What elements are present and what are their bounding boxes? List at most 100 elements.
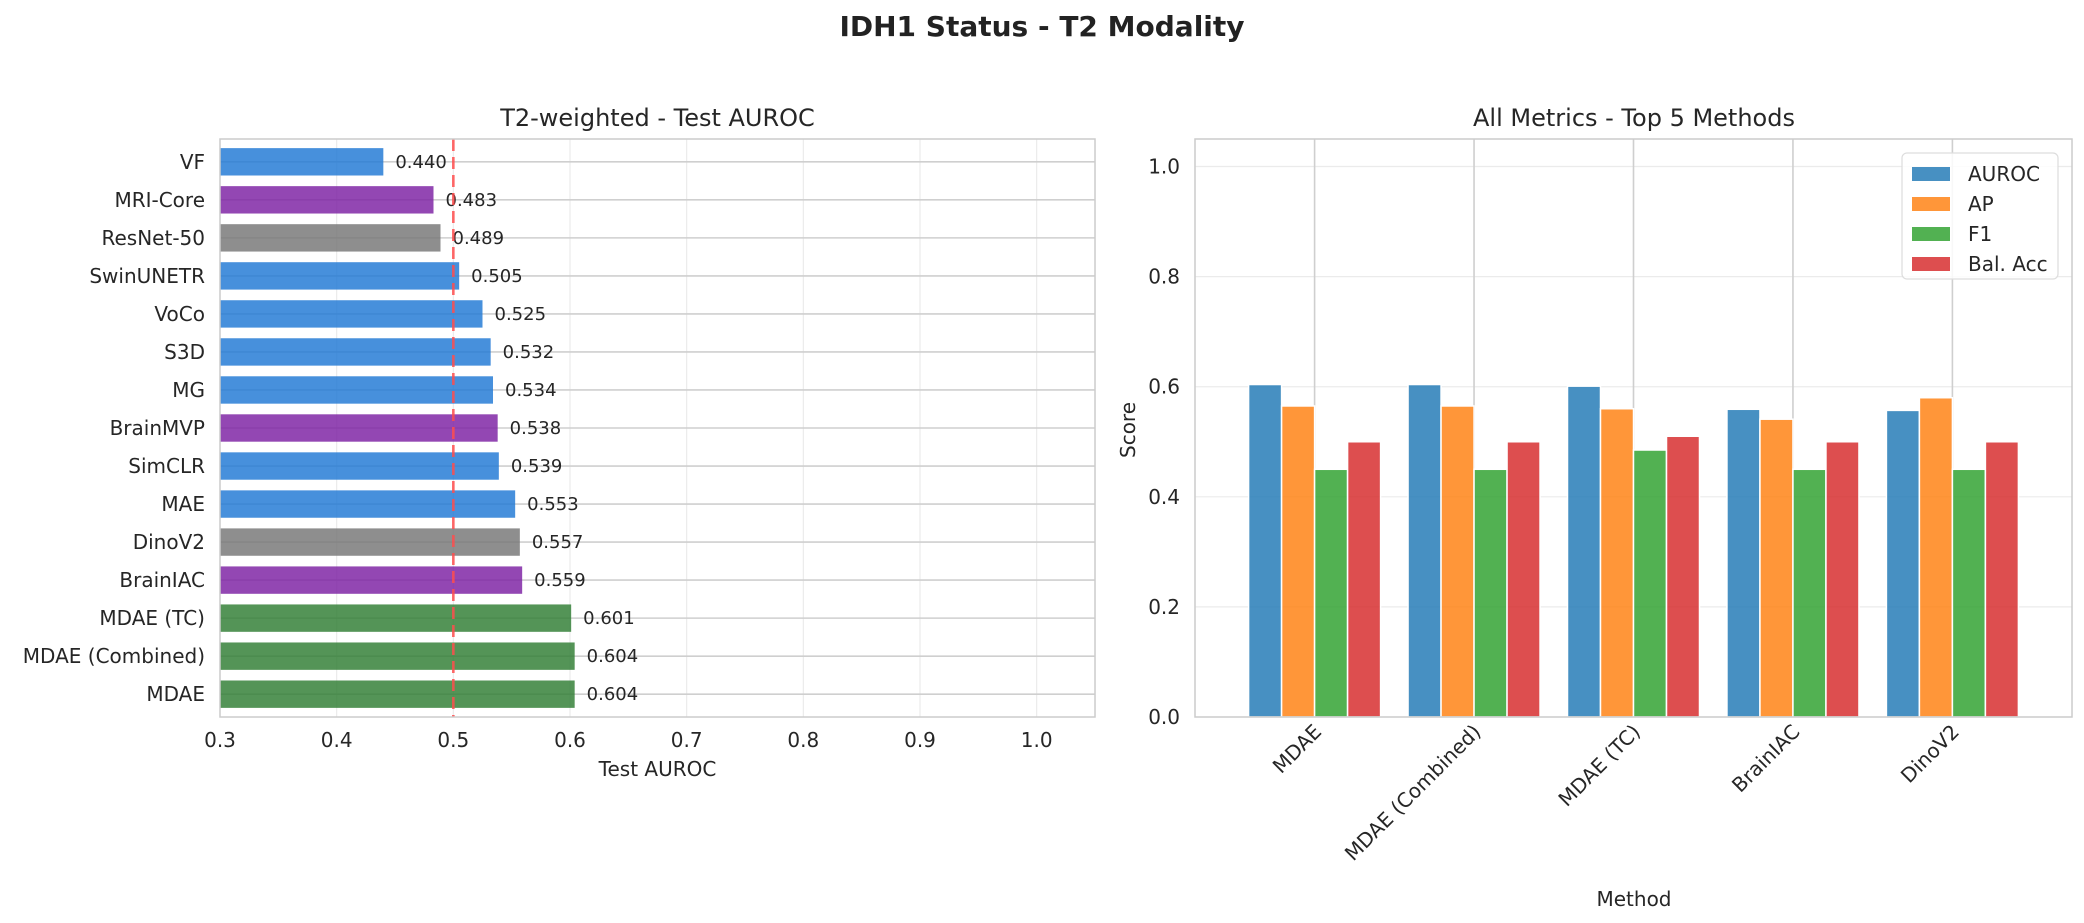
x-tick-label: 0.5 xyxy=(437,728,469,752)
y-tick-label: SimCLR xyxy=(128,454,205,478)
y-tick-label: VoCo xyxy=(154,302,205,326)
metric-bar xyxy=(1665,435,1701,718)
auroc-bar xyxy=(220,680,575,708)
y-tick-label: 0.4 xyxy=(1148,485,1180,509)
left-x-axis-label: Test AUROC xyxy=(598,757,717,781)
auroc-value-label: 0.440 xyxy=(395,152,447,173)
legend-label: F1 xyxy=(1968,222,1992,246)
y-tick-label: S3D xyxy=(164,340,205,364)
metric-bar xyxy=(1313,468,1349,718)
metric-bar xyxy=(1792,468,1827,718)
auroc-bar xyxy=(220,642,575,670)
y-tick-label: SwinUNETR xyxy=(89,264,205,288)
y-tick-label: MG xyxy=(172,378,205,402)
auroc-bar xyxy=(220,604,572,632)
auroc-value-label: 0.604 xyxy=(587,646,639,667)
auroc-bar xyxy=(220,224,441,252)
x-tick-label: MDAE (Combined) xyxy=(1340,720,1486,866)
metric-bar xyxy=(1346,441,1382,718)
x-tick-label: 0.3 xyxy=(204,728,236,752)
auroc-bar xyxy=(220,528,520,556)
auroc-bar xyxy=(220,262,460,290)
metric-bar xyxy=(1440,405,1475,718)
auroc-value-label: 0.538 xyxy=(510,418,562,439)
x-tick-label: BrainIAC xyxy=(1727,720,1805,798)
y-tick-label: BrainMVP xyxy=(110,416,205,440)
x-tick-label: MDAE (TC) xyxy=(1553,720,1645,812)
auroc-value-label: 0.539 xyxy=(511,456,563,477)
metric-bar xyxy=(1566,385,1602,718)
right-x-axis-label: Method xyxy=(1596,887,1671,911)
legend-swatch xyxy=(1912,197,1950,211)
y-tick-label: MRI-Core xyxy=(114,188,205,212)
y-tick-label: MDAE xyxy=(146,682,205,706)
auroc-bar xyxy=(220,300,483,328)
x-tick-label: 1.0 xyxy=(1021,728,1053,752)
metric-bar xyxy=(1951,468,1987,718)
right-axes-frame xyxy=(1194,138,2073,718)
figure-title: IDH1 Status - T2 Modality xyxy=(839,10,1244,43)
metric-bar xyxy=(1473,468,1508,718)
metric-bar xyxy=(1825,441,1860,718)
auroc-bar xyxy=(220,490,516,518)
left-axes-border xyxy=(219,138,1096,718)
auroc-value-label: 0.559 xyxy=(534,570,586,591)
metric-bar xyxy=(1247,383,1283,718)
auroc-bar xyxy=(220,148,384,176)
auroc-bar xyxy=(220,566,523,594)
x-tick-label: 0.7 xyxy=(671,728,703,752)
right-y-axis-label: Score xyxy=(1116,402,1140,458)
right-chart-title: All Metrics - Top 5 Methods xyxy=(1473,104,1795,132)
legend-label: AP xyxy=(1968,192,1994,216)
left-axes-frame xyxy=(219,138,1096,718)
left-bars: 0.440 0.483 0.489 0.505 0.525 0.532 0.534 0.538… xyxy=(220,148,638,708)
metric-bar xyxy=(1599,407,1635,718)
y-tick-label: BrainIAC xyxy=(119,568,205,592)
right-bars xyxy=(1247,383,2020,718)
auroc-bar xyxy=(220,452,499,480)
left-x-tick-labels: 0.3 0.4 0.5 0.6 0.7 0.8 0.9 1.0 xyxy=(204,728,1052,752)
auroc-bar xyxy=(220,338,491,366)
right-legend: AUROC AP F1 Bal. Acc xyxy=(1901,152,2059,280)
legend-label: AUROC xyxy=(1968,162,2040,186)
metric-bar xyxy=(1280,405,1316,718)
metric-bar xyxy=(1759,418,1794,718)
auroc-value-label: 0.553 xyxy=(527,494,579,515)
y-tick-label: VF xyxy=(180,150,205,174)
y-tick-label: 0.0 xyxy=(1148,705,1180,729)
y-tick-label: MDAE (TC) xyxy=(99,606,205,630)
auroc-bar xyxy=(220,186,434,214)
legend-swatch xyxy=(1912,257,1950,271)
auroc-value-label: 0.525 xyxy=(495,304,547,325)
auroc-horizontal-bar-chart: T2-weighted - Test AUROC 0.440 0.483 0.489… xyxy=(23,104,1096,781)
y-tick-label: MAE xyxy=(161,492,205,516)
auroc-value-label: 0.505 xyxy=(471,266,523,287)
auroc-bar xyxy=(220,414,498,442)
auroc-value-label: 0.557 xyxy=(532,532,584,553)
y-tick-label: 1.0 xyxy=(1148,155,1180,179)
y-tick-label: MDAE (Combined) xyxy=(23,644,205,668)
x-tick-label: DinoV2 xyxy=(1896,720,1964,788)
legend-box xyxy=(1901,152,2059,280)
y-tick-label: 0.2 xyxy=(1148,595,1180,619)
metric-bar xyxy=(1632,449,1668,718)
x-tick-label: 0.6 xyxy=(554,728,586,752)
legend-label: Bal. Acc xyxy=(1968,252,2048,276)
metric-bar xyxy=(1885,409,1921,718)
right-x-tick-labels: MDAE MDAE (Combined) MDAE (TC) BrainIAC Dino… xyxy=(1268,720,1964,866)
auroc-bar xyxy=(220,376,493,404)
legend-swatch xyxy=(1912,167,1950,181)
legend-swatch xyxy=(1912,227,1950,241)
left-y-tick-labels: VF MRI-Core ResNet-50 SwinUNETR VoCo S3D MG Bra… xyxy=(23,150,205,706)
x-tick-label: 0.8 xyxy=(787,728,819,752)
left-chart-title: T2-weighted - Test AUROC xyxy=(499,104,815,132)
x-tick-label: MDAE xyxy=(1268,720,1326,778)
x-tick-label: 0.4 xyxy=(321,728,353,752)
right-axes-border xyxy=(1194,138,2073,718)
y-tick-label: DinoV2 xyxy=(133,530,205,554)
x-tick-label: 0.9 xyxy=(904,728,936,752)
metric-bar xyxy=(1506,441,1541,718)
auroc-value-label: 0.489 xyxy=(453,228,505,249)
y-tick-label: 0.6 xyxy=(1148,375,1180,399)
